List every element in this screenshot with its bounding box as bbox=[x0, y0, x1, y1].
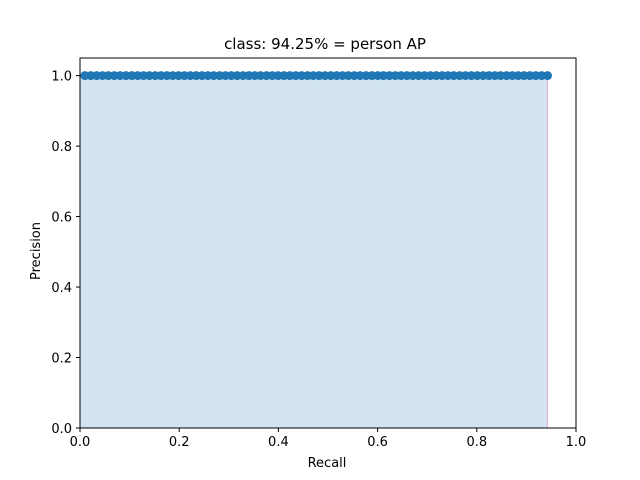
y-tick-label: 0.2 bbox=[51, 352, 72, 367]
y-tick-label: 0.4 bbox=[51, 281, 72, 296]
x-tick-label: 0.4 bbox=[268, 435, 289, 450]
x-axis-ticks: 0.0 0.2 0.4 0.6 0.8 1.0 bbox=[70, 428, 587, 450]
x-tick-label: 0.6 bbox=[367, 435, 388, 450]
ap-area-fill bbox=[80, 75, 548, 428]
y-axis-ticks: 0.0 0.2 0.4 0.6 0.8 1.0 bbox=[51, 70, 80, 437]
plot-area bbox=[80, 71, 552, 428]
x-tick-label: 1.0 bbox=[566, 435, 587, 450]
y-tick-label: 0.8 bbox=[51, 140, 72, 155]
x-tick-label: 0.8 bbox=[466, 435, 487, 450]
x-axis-label: Recall bbox=[308, 456, 347, 471]
chart-title: class: 94.25% = person AP bbox=[224, 35, 426, 53]
y-axis-label: Precision bbox=[29, 222, 44, 280]
y-tick-label: 1.0 bbox=[51, 70, 72, 85]
x-tick-label: 0.2 bbox=[169, 435, 190, 450]
y-tick-label: 0.6 bbox=[51, 211, 72, 226]
y-tick-label: 0.0 bbox=[51, 422, 72, 437]
data-point bbox=[542, 71, 552, 81]
x-tick-label: 0.0 bbox=[70, 435, 91, 450]
axes-frame bbox=[79, 57, 577, 429]
